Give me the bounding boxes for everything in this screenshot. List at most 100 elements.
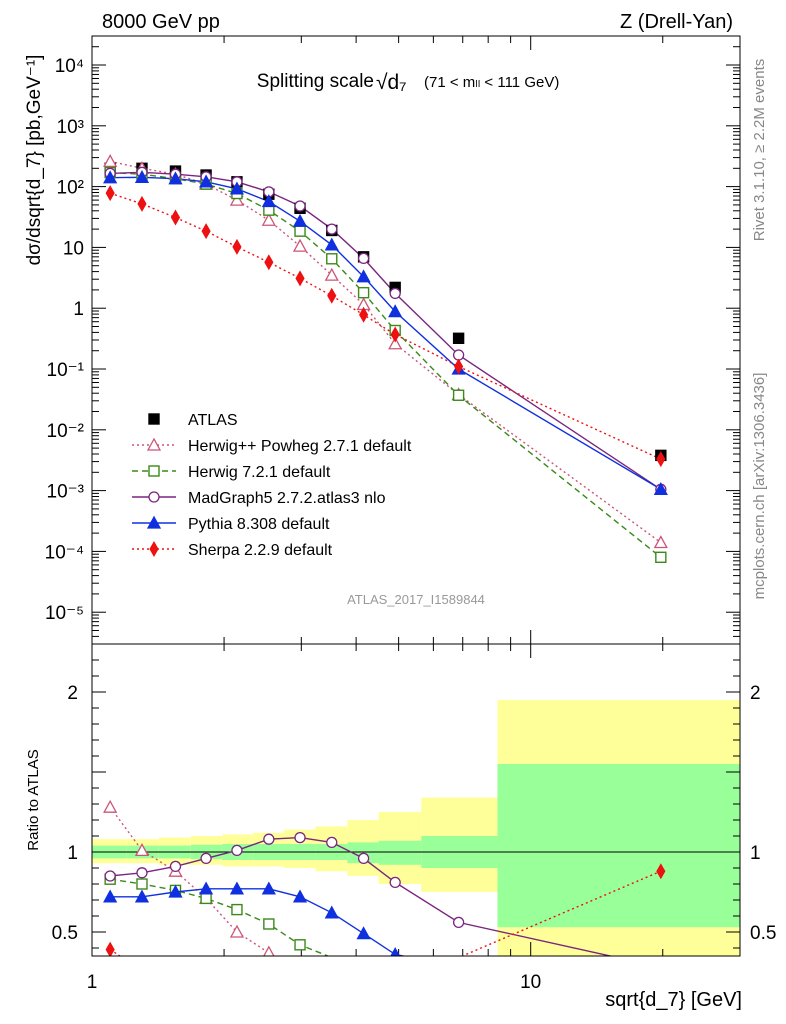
y-tick-label: 10⁻³ bbox=[47, 482, 85, 503]
data-point-2 bbox=[294, 225, 306, 237]
data-point-5 bbox=[201, 223, 211, 240]
ratio-plot-frame bbox=[91, 643, 741, 957]
y-tick-label: 1 bbox=[73, 299, 84, 320]
ratio-point-2 bbox=[263, 833, 275, 845]
x-tick-label: 1 bbox=[87, 972, 98, 993]
ratio-tick-label-right: 1 bbox=[750, 843, 761, 864]
data-point-4 bbox=[103, 170, 118, 184]
ratio-tick-label-left: 2 bbox=[67, 683, 78, 704]
legend-marker bbox=[146, 437, 162, 451]
ratio-point-3 bbox=[390, 947, 401, 956]
axis-ticks bbox=[91, 35, 741, 956]
plot-title: Splitting scale √d₇ (71 < mₗₗ < 111 GeV) bbox=[257, 71, 560, 94]
x-axis-label: sqrt{d_7} [GeV] bbox=[605, 989, 742, 1011]
header-left: 8000 GeV pp bbox=[102, 11, 220, 33]
title-range: (71 < mₗₗ < 111 GeV) bbox=[424, 74, 559, 91]
ratio-point-0 bbox=[134, 843, 150, 857]
data-point-2 bbox=[326, 253, 338, 265]
data-point-4 bbox=[292, 213, 308, 227]
series-line-5 bbox=[109, 192, 662, 460]
ratio-point-3 bbox=[134, 889, 150, 903]
data-point-4 bbox=[168, 171, 183, 185]
legend-label: Pythia 8.308 default bbox=[188, 516, 330, 533]
mcplots-credit: mcplots.cern.ch [arXiv:1306.3436] bbox=[751, 373, 768, 600]
ratio-point-3 bbox=[103, 889, 118, 903]
legend-label: Herwig 7.2.1 default bbox=[188, 464, 331, 481]
data-point-1 bbox=[324, 267, 339, 281]
rivet-version-note: Rivet 3.1.10, ≥ 2.2M events bbox=[751, 59, 768, 242]
header-right: Z (Drell-Yan) bbox=[620, 11, 733, 33]
y-tick-label: 10⁻⁴ bbox=[45, 542, 84, 563]
data-point-1 bbox=[229, 192, 245, 206]
data-point-4 bbox=[261, 194, 276, 208]
ratio-point-3 bbox=[229, 881, 245, 895]
data-point-5 bbox=[264, 254, 274, 271]
ratio-point-2 bbox=[326, 836, 338, 849]
ratio-point-0 bbox=[229, 924, 245, 938]
data-point-1 bbox=[261, 212, 276, 226]
data-point-3 bbox=[389, 287, 401, 300]
y-tick-labels: 10⁴ 10³ 10² 10 1 10⁻¹ 10⁻² 10⁻³ 10⁻⁴ 10⁻⁵ bbox=[45, 56, 84, 624]
data-point-0 bbox=[452, 332, 465, 344]
y-tick-label: 10⁻² bbox=[47, 421, 85, 442]
ratio-y-axis-label: Ratio to ATLAS bbox=[25, 749, 42, 850]
data-point-4 bbox=[134, 169, 150, 183]
ratio-point-3 bbox=[292, 889, 308, 903]
ratio-point-1 bbox=[136, 878, 148, 890]
data-point-5 bbox=[170, 209, 181, 226]
ratio-point-2 bbox=[389, 876, 401, 889]
y-tick-label: 10² bbox=[57, 178, 84, 199]
data-point-2 bbox=[655, 551, 667, 564]
legend-label: Sherpa 2.2.9 default bbox=[188, 542, 333, 559]
ratio-point-2 bbox=[294, 831, 306, 844]
ratio-uncertainty-bands bbox=[92, 700, 740, 956]
legend-label: MadGraph5 2.7.2.atlas3 nlo bbox=[188, 490, 386, 507]
data-point-3 bbox=[357, 252, 370, 265]
ratio-point-1 bbox=[231, 903, 243, 916]
ratio-tick-label-right: 0.5 bbox=[750, 923, 776, 944]
legend-marker bbox=[146, 515, 162, 529]
series-line-1 bbox=[110, 160, 662, 544]
legend-marker bbox=[149, 540, 159, 558]
ratio-line-3 bbox=[110, 888, 407, 956]
ratio-point-1 bbox=[200, 892, 212, 905]
ratio-point-3 bbox=[198, 881, 214, 895]
ratio-line-2 bbox=[110, 836, 614, 956]
data-point-4 bbox=[324, 237, 339, 251]
ratio-line-1 bbox=[110, 878, 330, 956]
data-point-1 bbox=[653, 535, 668, 549]
data-point-4 bbox=[229, 181, 245, 195]
ratio-point-2 bbox=[452, 916, 465, 929]
ratio-tick-label-right: 2 bbox=[750, 683, 761, 704]
ratio-point-3 bbox=[356, 926, 371, 940]
data-point-5 bbox=[454, 358, 464, 375]
y-axis-label: dσ/dsqrt{d_7} [pb,GeV⁻¹] bbox=[24, 55, 45, 266]
legend-marker bbox=[148, 491, 160, 503]
data-point-1 bbox=[388, 336, 403, 350]
ratio-point-4 bbox=[105, 941, 115, 956]
inner-band-bin bbox=[497, 764, 740, 928]
ratio-point-0 bbox=[103, 799, 118, 813]
ratio-point-1 bbox=[263, 918, 275, 930]
data-point-4 bbox=[388, 304, 403, 318]
legend-marker bbox=[148, 413, 160, 425]
ratio-point-3 bbox=[168, 884, 183, 898]
data-point-5 bbox=[327, 287, 337, 304]
legend-label: Herwig++ Powheg 2.7.1 default bbox=[188, 438, 412, 455]
data-point-4 bbox=[653, 481, 668, 495]
x-tick-label: 10 bbox=[520, 972, 541, 993]
ratio-tick-label-left: 0.5 bbox=[52, 923, 78, 944]
ratio-point-2 bbox=[200, 852, 212, 865]
data-point-1 bbox=[103, 154, 118, 168]
data-point-5 bbox=[390, 326, 400, 343]
ratio-tick-labels: 2 2 1 1 0.5 0.5 bbox=[52, 683, 777, 944]
y-tick-label: 10⁻⁵ bbox=[45, 603, 84, 624]
series-markers bbox=[103, 154, 668, 564]
ratio-point-2 bbox=[231, 844, 243, 857]
ratio-point-2 bbox=[104, 870, 116, 882]
data-point-5 bbox=[232, 238, 242, 255]
ratio-point-2 bbox=[169, 860, 182, 873]
title-text: Splitting scale bbox=[257, 71, 374, 92]
legend: ATLAS Herwig++ Powheg 2.7.1 default Herwig… bbox=[132, 412, 412, 559]
ratio-point-0 bbox=[263, 945, 275, 956]
